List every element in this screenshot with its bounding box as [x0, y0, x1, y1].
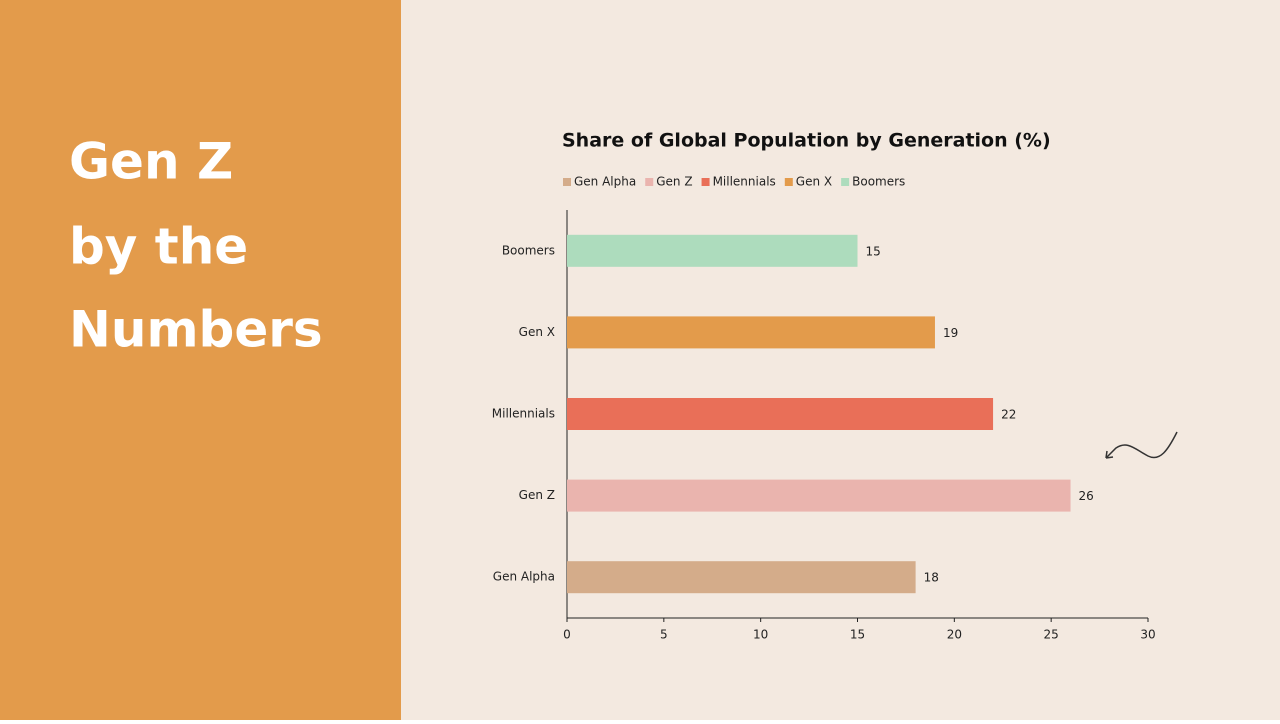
x-tick-label: 5	[660, 628, 668, 642]
legend-marker	[563, 178, 571, 186]
decorative-arrow	[1105, 431, 1178, 459]
value-label: 15	[866, 244, 881, 258]
slide-title: Numbers	[69, 301, 323, 359]
legend-label: Gen X	[796, 175, 832, 189]
x-tick-label: 15	[850, 628, 865, 642]
x-tick-label: 20	[947, 628, 962, 642]
legend-label: Boomers	[852, 175, 905, 189]
y-tick-label: Gen Alpha	[493, 570, 555, 584]
bar	[567, 398, 994, 430]
bar	[567, 316, 935, 349]
x-tick-label: 0	[563, 628, 571, 642]
side-panel	[0, 0, 401, 720]
x-tick-label: 30	[1140, 628, 1155, 642]
legend-label: Millennials	[713, 175, 776, 189]
value-label: 26	[1079, 489, 1094, 503]
chart: 0 5 10 15 20 25 30 Gen Alpha 18 Gen Z 26 Millennial…	[492, 175, 1156, 642]
value-label: 22	[1001, 408, 1016, 422]
y-tick-label: Boomers	[502, 243, 555, 257]
y-tick-label: Millennials	[492, 407, 555, 421]
bar	[567, 561, 916, 594]
value-label: 18	[924, 571, 939, 585]
legend-label: Gen Z	[656, 175, 692, 189]
y-tick-label: Gen Z	[519, 488, 555, 502]
legend-marker	[701, 178, 710, 186]
slide-title: by the	[69, 218, 248, 276]
value-label: 19	[943, 326, 958, 340]
legend-marker	[645, 178, 654, 186]
legend-label: Gen Alpha	[574, 175, 636, 189]
chart-title: Share of Global Population by Generation…	[562, 130, 1051, 152]
legend-marker	[841, 178, 850, 186]
bar	[567, 234, 858, 267]
bar	[567, 479, 1071, 512]
y-tick-label: Gen X	[519, 325, 555, 339]
slide-title: Gen Z	[69, 133, 233, 191]
x-tick-label: 10	[753, 628, 768, 642]
legend-marker	[784, 178, 793, 186]
x-tick-label: 25	[1044, 628, 1059, 642]
